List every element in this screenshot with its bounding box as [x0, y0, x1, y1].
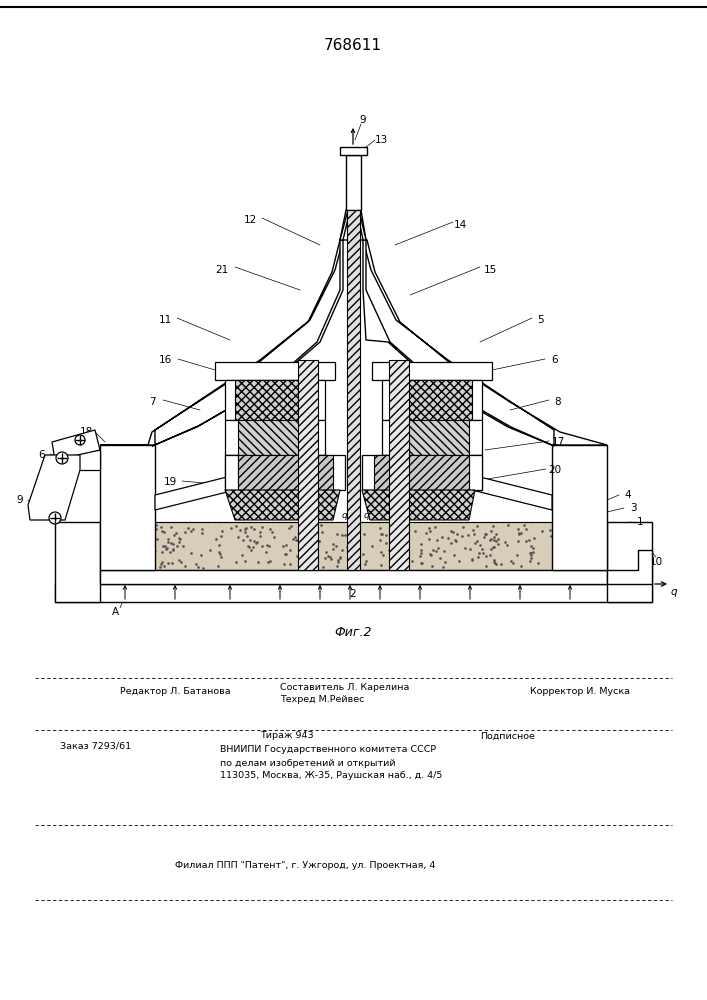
Bar — [395, 455, 469, 490]
Text: 8: 8 — [555, 397, 561, 407]
Polygon shape — [238, 455, 333, 490]
Polygon shape — [607, 550, 652, 584]
Polygon shape — [152, 240, 343, 446]
Text: 113035, Москва, Ж-35, Раушская наб., д. 4/5: 113035, Москва, Ж-35, Раушская наб., д. … — [220, 772, 443, 780]
Polygon shape — [357, 210, 366, 240]
Polygon shape — [28, 455, 80, 520]
Text: Филиал ППП "Патент", г. Ужгород, ул. Проектная, 4: Филиал ППП "Патент", г. Ужгород, ул. Про… — [175, 860, 436, 869]
Bar — [395, 420, 469, 455]
Text: 9: 9 — [360, 115, 366, 125]
Bar — [235, 380, 315, 420]
Bar — [55, 450, 100, 470]
Text: 4: 4 — [625, 490, 631, 500]
Text: 9: 9 — [17, 495, 23, 505]
Text: 21: 21 — [216, 265, 228, 275]
Bar — [382, 455, 482, 490]
Polygon shape — [225, 455, 345, 490]
Polygon shape — [362, 490, 475, 520]
Text: Составитель Л. Карелина: Составитель Л. Карелина — [280, 682, 409, 692]
Text: q₂: q₂ — [390, 510, 399, 520]
Bar — [392, 380, 472, 420]
Bar — [100, 522, 607, 570]
Bar — [298, 360, 318, 570]
Text: q: q — [671, 587, 677, 597]
Bar — [389, 360, 409, 570]
Circle shape — [75, 435, 85, 445]
Polygon shape — [374, 455, 469, 490]
Polygon shape — [155, 475, 235, 510]
Bar — [215, 362, 335, 380]
Text: 5: 5 — [537, 315, 543, 325]
Bar — [55, 584, 652, 602]
Polygon shape — [363, 240, 607, 445]
Bar — [382, 420, 482, 455]
Bar — [340, 147, 367, 155]
Bar — [346, 155, 361, 210]
Text: по делам изобретений и открытий: по делам изобретений и открытий — [220, 758, 396, 768]
Text: 13: 13 — [375, 135, 387, 145]
Text: 2: 2 — [350, 589, 356, 599]
Bar — [552, 445, 607, 570]
Bar — [347, 210, 360, 570]
Polygon shape — [340, 210, 350, 240]
Text: 11: 11 — [158, 315, 172, 325]
Circle shape — [56, 452, 68, 464]
Text: 1: 1 — [637, 517, 643, 527]
Text: 16: 16 — [158, 355, 172, 365]
Text: Подписное: Подписное — [480, 732, 535, 740]
Polygon shape — [362, 455, 482, 490]
Polygon shape — [363, 240, 554, 446]
Text: Заказ 7293/61: Заказ 7293/61 — [60, 742, 131, 750]
Text: 768611: 768611 — [324, 37, 382, 52]
Polygon shape — [340, 210, 366, 240]
Bar — [238, 455, 312, 490]
Bar — [372, 362, 492, 380]
Text: q₃: q₃ — [313, 510, 322, 520]
Bar — [382, 380, 482, 420]
Text: ВНИИПИ Государственного комитета СССР: ВНИИПИ Государственного комитета СССР — [220, 746, 436, 754]
Text: 6: 6 — [39, 450, 45, 460]
Bar — [225, 380, 325, 420]
Text: Корректор И. Муска: Корректор И. Муска — [530, 688, 630, 696]
Text: 19: 19 — [163, 477, 177, 487]
Text: 12: 12 — [243, 215, 257, 225]
Text: 3: 3 — [630, 503, 636, 513]
Circle shape — [49, 512, 61, 524]
Polygon shape — [472, 475, 552, 510]
Bar — [238, 420, 312, 455]
Polygon shape — [52, 430, 100, 460]
Text: Редактор Л. Батанова: Редактор Л. Батанова — [120, 688, 230, 696]
Text: Техред М.Рейвес: Техред М.Рейвес — [280, 696, 364, 704]
Bar — [225, 420, 325, 455]
Text: 15: 15 — [484, 265, 496, 275]
Bar — [225, 455, 325, 490]
Text: q₁: q₁ — [286, 510, 295, 520]
Text: 14: 14 — [453, 220, 467, 230]
Bar — [607, 522, 652, 602]
Text: Тираж 943: Тираж 943 — [260, 732, 314, 740]
Text: q₅: q₅ — [341, 510, 351, 520]
Polygon shape — [100, 240, 343, 445]
Bar — [100, 570, 607, 584]
Polygon shape — [225, 490, 340, 520]
Text: 10: 10 — [650, 557, 662, 567]
Bar — [100, 445, 155, 570]
Text: Фиг.2: Фиг.2 — [334, 626, 372, 639]
Text: A: A — [112, 607, 119, 617]
Text: 7: 7 — [148, 397, 156, 407]
Text: q₄: q₄ — [363, 510, 373, 520]
Text: 6: 6 — [551, 355, 559, 365]
Text: 17: 17 — [551, 437, 565, 447]
Text: 18: 18 — [79, 427, 93, 437]
Text: 20: 20 — [549, 465, 561, 475]
Bar — [55, 522, 100, 602]
